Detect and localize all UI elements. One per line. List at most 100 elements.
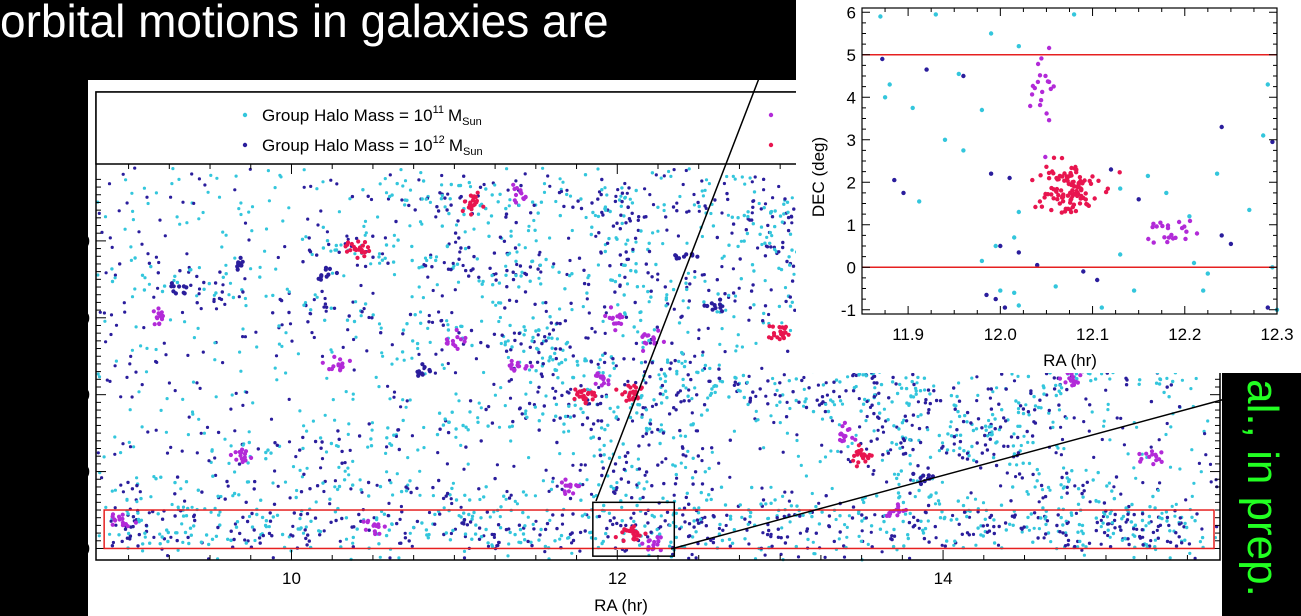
data-point: [568, 258, 572, 263]
data-point: [314, 500, 318, 504]
data-point: [440, 173, 444, 178]
data-point: [440, 363, 444, 367]
data-point: [979, 107, 985, 113]
data-point: [187, 415, 191, 419]
data-point: [250, 229, 254, 233]
data-point: [197, 417, 201, 421]
data-point: [1078, 186, 1083, 191]
data-point: [131, 218, 135, 222]
data-point: [198, 386, 202, 390]
data-point: [433, 371, 437, 375]
data-point: [584, 336, 588, 340]
data-point: [331, 398, 335, 402]
data-point: [1247, 207, 1252, 213]
data-point: [770, 234, 774, 238]
data-point: [1165, 376, 1169, 380]
data-point: [98, 310, 102, 314]
data-point: [453, 371, 458, 375]
data-point: [1002, 305, 1008, 310]
data-point: [378, 555, 382, 559]
data-point: [273, 366, 277, 370]
data-point: [214, 395, 218, 399]
data-point: [541, 479, 546, 483]
data-point: [578, 549, 582, 553]
data-point: [364, 231, 368, 235]
data-point: [241, 335, 245, 339]
data-point: [1117, 170, 1122, 175]
data-point: [542, 182, 547, 186]
data-point: [454, 223, 459, 227]
data-point: [420, 265, 424, 269]
data-point: [319, 466, 323, 470]
data-point: [1049, 185, 1054, 191]
data-point: [450, 501, 454, 506]
data-point: [197, 217, 201, 221]
data-point: [459, 443, 463, 447]
data-point: [1205, 271, 1211, 276]
data-point: [203, 183, 207, 187]
data-point: [1074, 170, 1079, 175]
data-point: [873, 386, 877, 390]
data-point: [1012, 379, 1017, 383]
data-point: [181, 540, 185, 545]
data-point: [1180, 378, 1184, 382]
data-point: [223, 302, 227, 306]
data-point: [346, 237, 350, 241]
data-point: [102, 311, 106, 315]
data-point: [449, 497, 453, 501]
data-point: [537, 253, 541, 257]
data-point: [298, 517, 302, 521]
data-point: [335, 182, 339, 186]
data-point: [295, 488, 299, 493]
data-point: [123, 227, 127, 231]
data-point: [186, 433, 190, 437]
data-point: [1039, 56, 1044, 61]
data-point: [180, 310, 185, 315]
data-point: [169, 195, 173, 199]
data-point: [129, 354, 133, 358]
data-point: [583, 512, 587, 516]
data-point: [544, 394, 548, 398]
data-point: [442, 506, 446, 510]
data-point: [197, 292, 201, 296]
data-point: [399, 504, 403, 509]
data-point: [1191, 260, 1197, 266]
data-point: [130, 295, 135, 299]
data-point: [1033, 204, 1038, 210]
data-point: [283, 480, 288, 484]
data-point: [181, 397, 185, 401]
data-point: [97, 534, 101, 538]
data-point: [1060, 194, 1066, 200]
data-point: [1030, 177, 1035, 183]
data-point: [310, 331, 314, 335]
data-point: [271, 556, 275, 560]
data-point: [121, 442, 125, 446]
data-point: [1071, 12, 1077, 17]
data-point: [113, 488, 117, 492]
data-point: [620, 505, 624, 509]
data-point: [942, 137, 948, 142]
data-point: [504, 497, 508, 501]
data-point: [542, 190, 547, 194]
data-point: [882, 95, 888, 100]
data-point: [170, 182, 174, 186]
data-point: [337, 210, 341, 214]
data-point: [97, 211, 101, 215]
data-point: [509, 493, 513, 497]
data-point: [380, 252, 385, 256]
data-point: [1044, 164, 1049, 169]
data-point: [1071, 202, 1077, 207]
data-point: [1068, 209, 1074, 215]
data-point: [555, 484, 559, 488]
data-point: [385, 470, 389, 474]
data-point: [536, 333, 540, 337]
data-point: [449, 531, 453, 536]
data-point: [181, 505, 186, 509]
data-point: [234, 174, 238, 178]
data-point: [378, 261, 382, 265]
data-point: [320, 354, 325, 358]
data-point: [141, 549, 145, 553]
data-point: [224, 233, 228, 237]
data-point: [538, 250, 542, 254]
data-point: [548, 236, 552, 240]
